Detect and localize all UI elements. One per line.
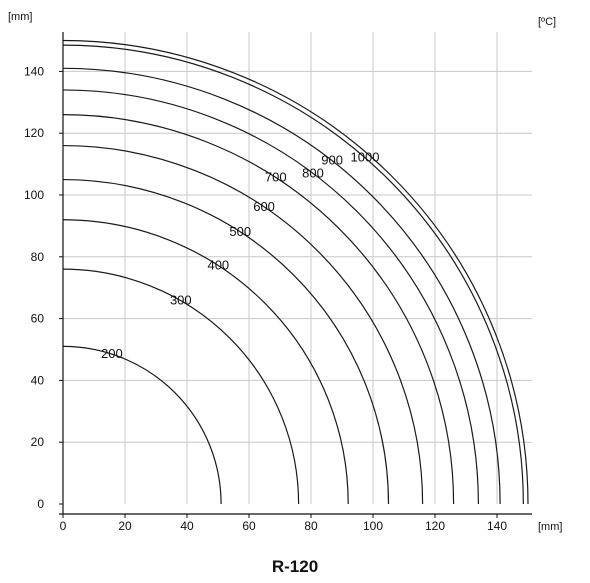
x-tick-label: 140: [487, 519, 507, 533]
temperature-unit-label: [ºC]: [538, 16, 556, 28]
isotherm-outer: [62, 39, 529, 505]
isotherm-700: [62, 114, 455, 505]
grid-lines: [63, 32, 532, 504]
isotherm-900: [62, 67, 501, 505]
x-tick-label: 80: [304, 519, 318, 533]
curve-label-600: 600: [253, 199, 275, 214]
y-tick-label: 80: [31, 250, 45, 264]
curve-label-300: 300: [170, 293, 192, 308]
y-tick-labels: 0 20 40 60 80 100 120 140: [24, 64, 44, 511]
y-tick-label: 60: [31, 312, 45, 326]
curve-label-200: 200: [101, 346, 123, 361]
chart-title: R-120: [272, 557, 318, 576]
x-tick-label: 0: [60, 519, 67, 533]
y-tick-label: 0: [37, 497, 44, 511]
curve-label-1000: 1000: [351, 150, 380, 165]
y-tick-label: 20: [31, 435, 45, 449]
isotherm-500: [62, 178, 390, 505]
curve-label-800: 800: [302, 165, 324, 180]
x-tick-labels: 0 20 40 60 80 100 120 140: [60, 519, 508, 533]
curve-label-400: 400: [207, 258, 229, 273]
x-tick-label: 60: [242, 519, 256, 533]
isotherm-300: [62, 268, 300, 505]
curve-label-500: 500: [229, 224, 251, 239]
isotherm-800: [62, 89, 479, 505]
isotherm-1000: [62, 44, 524, 505]
y-tick-label: 120: [24, 126, 44, 140]
isotherm-200: [62, 345, 222, 505]
isotherm-curves: [62, 39, 529, 505]
x-tick-label: 40: [180, 519, 194, 533]
isotherm-600: [62, 144, 424, 505]
y-tick-label: 140: [24, 64, 44, 78]
curve-label-700: 700: [265, 169, 287, 184]
y-tick-label: 40: [31, 373, 45, 387]
x-axis-label: [mm]: [538, 521, 562, 533]
x-tick-label: 120: [425, 519, 445, 533]
y-tick-label: 100: [24, 188, 44, 202]
curve-label-900: 900: [321, 153, 343, 168]
axes: [59, 32, 532, 518]
x-tick-label: 100: [363, 519, 383, 533]
isotherm-400: [62, 219, 349, 505]
y-axis-label: [mm]: [8, 11, 32, 23]
x-tick-label: 20: [118, 519, 132, 533]
